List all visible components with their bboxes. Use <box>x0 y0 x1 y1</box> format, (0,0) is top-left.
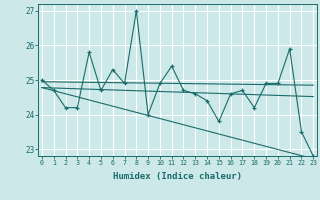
X-axis label: Humidex (Indice chaleur): Humidex (Indice chaleur) <box>113 172 242 181</box>
